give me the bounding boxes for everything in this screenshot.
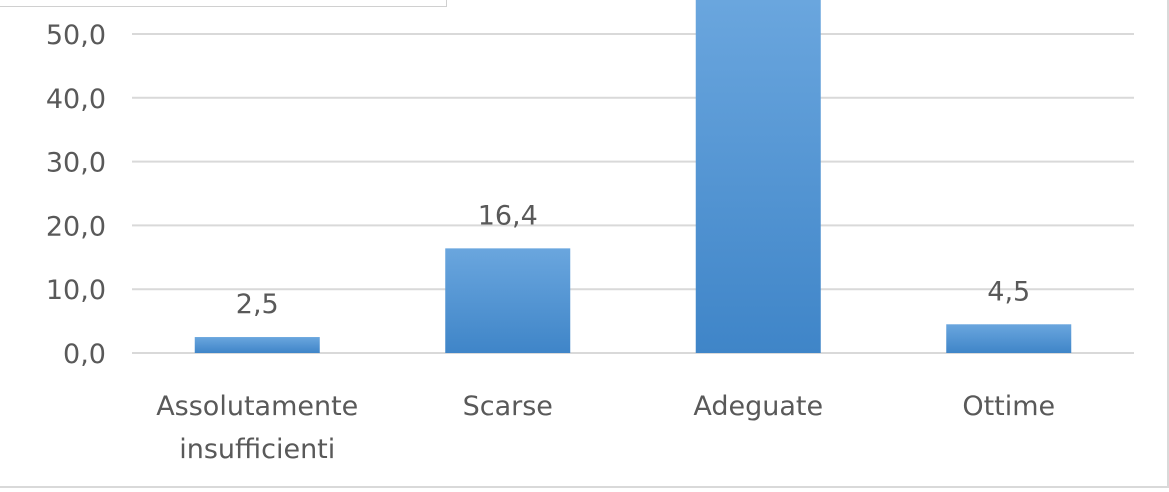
y-tick-label: 20,0: [46, 211, 106, 242]
data-label: 4,5: [987, 276, 1030, 307]
data-labels: 2,5 16,4 4,5: [236, 200, 1030, 320]
category-label: Ottime: [962, 391, 1055, 422]
gridlines: [132, 33, 1134, 354]
bar: [194, 337, 320, 353]
category-label: insufficienti: [179, 434, 335, 465]
bar: [695, 0, 821, 353]
y-tick-label: 0,0: [63, 339, 106, 370]
y-tick-label: 40,0: [46, 84, 106, 115]
bar: [445, 248, 571, 353]
overlay-panel-edge: [0, 0, 447, 7]
x-axis-category-labels: Assolutamente insufficienti Scarse Adeguate…: [156, 391, 1055, 465]
category-label: Assolutamente: [156, 391, 358, 422]
data-label: 2,5: [236, 289, 279, 320]
y-axis-tick-labels: 0,0 10,0 20,0 30,0 40,0 50,0: [46, 20, 106, 370]
data-label: 16,4: [478, 200, 538, 231]
category-label: Scarse: [463, 391, 553, 422]
bars: [194, 0, 1072, 353]
bar: [946, 324, 1072, 353]
y-tick-label: 10,0: [46, 275, 106, 306]
y-tick-label: 30,0: [46, 148, 106, 179]
y-tick-label: 50,0: [46, 20, 106, 51]
category-label: Adeguate: [693, 391, 823, 422]
